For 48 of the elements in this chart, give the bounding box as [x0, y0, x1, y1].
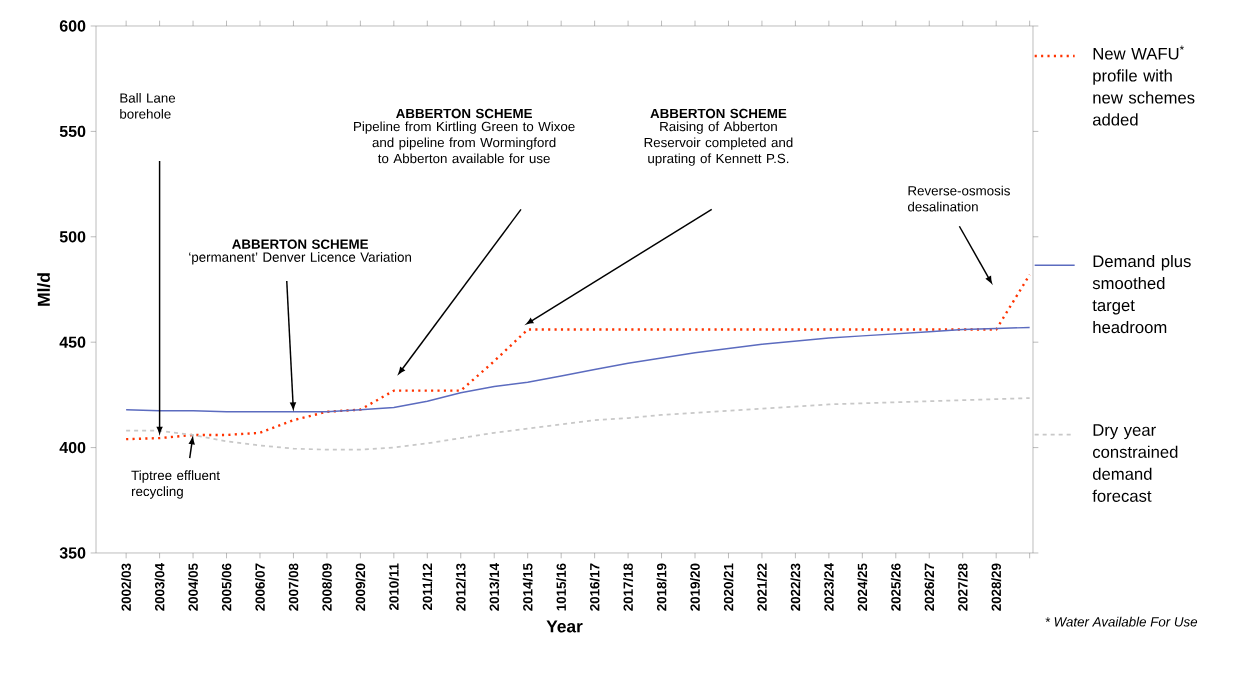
x-tick-label: 2014/15 — [522, 563, 533, 611]
x-tick-label: 2028/29 — [991, 563, 1002, 611]
x-tick-label: 2005/06 — [221, 563, 232, 611]
x-tick-label: 2017/18 — [623, 563, 634, 611]
y-tick-label: 600 — [59, 20, 86, 32]
x-tick-label: 2021/22 — [756, 563, 767, 611]
annotation: ABBERTON SCHEME — [232, 239, 369, 249]
annotation: ABBERTON SCHEME — [650, 108, 787, 119]
x-tick-label: 2018/19 — [656, 563, 667, 611]
x-tick-label: 2016/17 — [589, 563, 600, 611]
y-axis-title: Ml/d — [37, 273, 51, 306]
x-tick-label: 2002/03 — [121, 563, 132, 611]
x-tick-label: 2027/28 — [957, 563, 968, 611]
annotation: Ball Lane borehole — [120, 92, 176, 119]
x-tick-label: 2022/23 — [790, 563, 801, 611]
annotation: Raising of Abberton Reservoir completed and uprating of Kennett P.S. — [644, 121, 793, 166]
legend-label: Dry year constrained demand forecast — [1092, 424, 1178, 502]
x-tick-label: 2019/20 — [690, 563, 700, 611]
x-tick-label: 2003/04 — [154, 563, 165, 611]
x-tick-label: 2006/07 — [255, 563, 265, 611]
y-tick-label: 550 — [59, 125, 86, 138]
legend-label: Demand plus smoothed target headroom — [1092, 254, 1191, 334]
x-tick-label: 2007/08 — [288, 563, 299, 611]
x-tick-label: 2023/24 — [823, 563, 834, 611]
x-tick-label: 2010/11 — [388, 563, 399, 611]
x-tick-label: 2025/26 — [890, 563, 901, 611]
x-tick-label: 2008/09 — [321, 563, 332, 611]
x-tick-label: 2011/12 — [422, 563, 433, 611]
y-tick-label: 350 — [59, 547, 86, 559]
x-tick-label: 2009/20 — [355, 563, 366, 611]
y-tick-label: 450 — [59, 336, 86, 348]
annotation: Reverse-osmosis desalination — [908, 185, 1010, 212]
y-tick-label: 500 — [59, 231, 86, 243]
x-tick-label: 2004/05 — [188, 563, 199, 611]
x-tick-label: 2024/25 — [857, 563, 868, 611]
x-axis-title: Year — [546, 620, 583, 633]
text: * Water Available For Use — [1045, 616, 1198, 627]
annotation: Tiptree effluent recycling — [131, 470, 220, 499]
x-tick-label: 2012/13 — [455, 563, 466, 611]
annotation: Pipeline from Kirtling Green to Wixoe and pipeline from Wormingford to Abberton available for use — [354, 121, 575, 164]
y-tick-label: 400 — [59, 441, 86, 454]
text: New WAFU$^{*}$ profile with new schemes added — [1092, 45, 1195, 126]
x-tick-label: 2013/14 — [489, 563, 500, 611]
x-tick-label: 2020/21 — [723, 563, 734, 611]
annotation: ABBERTON SCHEME — [396, 108, 532, 119]
annotation: ‘permanent’ Denver Licence Variation — [189, 252, 412, 265]
x-tick-label: 1015/16 — [556, 563, 567, 611]
x-tick-label: 2026/27 — [924, 563, 935, 611]
